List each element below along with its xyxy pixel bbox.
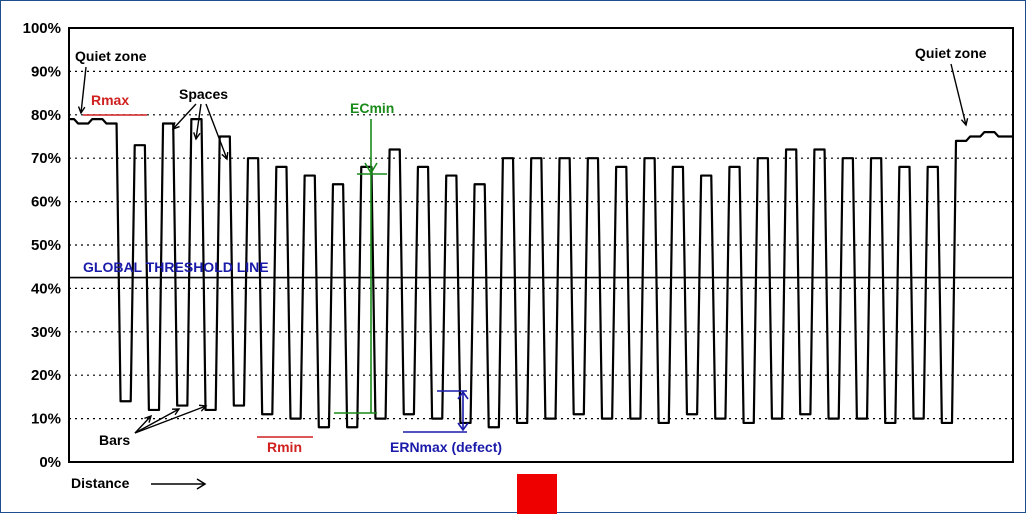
annotation-arrow (134, 415, 152, 434)
annotation-arrowhead (77, 106, 86, 115)
annotation-arrowhead (171, 408, 181, 416)
annotation-arrow (134, 405, 207, 434)
bars-label: Bars (99, 432, 130, 448)
annotation-arrow (950, 63, 967, 126)
annotation-arrowhead (171, 122, 180, 131)
annotation-arrowhead (221, 151, 229, 161)
y-tick-label: 100% (23, 20, 61, 37)
annotation-arrowhead (193, 132, 201, 141)
quiet-zone-left-label: Quiet zone (75, 48, 147, 64)
y-tick-label: 0% (39, 454, 61, 471)
y-tick-label: 10% (31, 411, 61, 428)
y-tick-label: 20% (31, 367, 61, 384)
red-square-marker (517, 474, 557, 514)
y-tick-label: 80% (31, 107, 61, 124)
y-tick-labels: 0% 10% 20% 30% 40% 50% 60% 70% 80% 90% 100% (23, 20, 61, 471)
y-tick-label: 50% (31, 237, 61, 254)
annotation-arrow (195, 103, 202, 140)
grid-lines (69, 70, 1013, 420)
reflectance-signal-line (69, 118, 1013, 429)
ernmax-label: ERNmax (defect) (390, 439, 502, 455)
annotation-arrowhead (960, 118, 969, 127)
plot-area-border (68, 27, 1014, 463)
spaces-label: Spaces (179, 86, 228, 102)
ecmin-label: ECmin (350, 100, 394, 116)
y-tick-label: 40% (31, 280, 61, 297)
ecmin-arrowhead (364, 162, 378, 175)
annotation-arrowhead (144, 414, 153, 423)
ernmax-arrowheads (457, 390, 469, 432)
annotation-arrow (172, 103, 197, 130)
threshold-label: GLOBAL THRESHOLD LINE (83, 259, 269, 275)
y-tick-label: 90% (31, 63, 61, 80)
rmin-label: Rmin (267, 439, 302, 455)
y-tick-label: 70% (31, 150, 61, 167)
x-axis-label: Distance (71, 475, 130, 491)
annotation-arrowhead (198, 404, 208, 412)
quiet-zone-right-label: Quiet zone (915, 45, 987, 61)
annotations: Quiet zone Quiet zone Rmax Spaces ECmin Bars R… (75, 45, 987, 455)
y-tick-label: 30% (31, 324, 61, 341)
annotation-arrow (134, 408, 180, 434)
y-tick-label: 60% (31, 194, 61, 211)
rmax-label: Rmax (91, 92, 129, 108)
annotation-arrow (205, 103, 228, 160)
arrow-right-icon (151, 478, 207, 490)
annotation-arrow (80, 66, 87, 114)
